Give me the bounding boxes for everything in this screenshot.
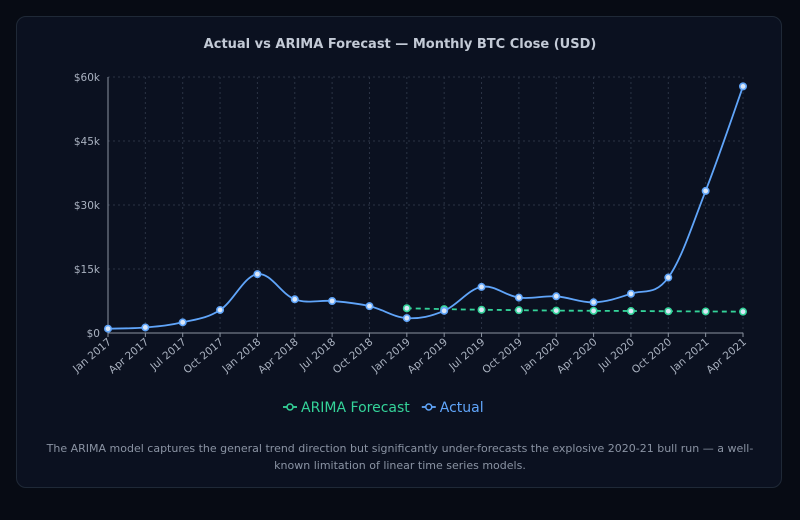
series-line-arima-forecast [406,307,744,313]
x-tick-label: Oct 2020 [630,336,675,376]
x-tick-label: Apr 2019 [405,336,450,376]
data-point-actual[interactable] [178,318,187,327]
y-tick-label: $0 [87,328,100,340]
x-tick-label: Apr 2020 [555,336,600,376]
grid [108,76,744,333]
data-point-actual[interactable] [477,282,486,291]
x-tick-label: Apr 2021 [704,336,749,376]
data-point-arima-forecast[interactable] [626,307,635,316]
chart-title: Actual vs ARIMA Forecast — Monthly BTC C… [204,37,597,52]
data-point-actual[interactable] [552,292,561,301]
legend-label: Actual [440,400,484,416]
y-tick-label: $15k [74,264,101,276]
data-point-actual[interactable] [626,289,635,298]
data-point-actual[interactable] [104,324,113,333]
data-point-arima-forecast[interactable] [738,307,747,316]
data-point-arima-forecast[interactable] [664,307,673,316]
data-point-actual[interactable] [290,295,299,304]
series [104,82,747,333]
x-tick-label: Oct 2018 [331,336,376,376]
x-tick-label: Apr 2018 [256,336,301,376]
data-point-actual[interactable] [440,306,449,315]
series-line-actual [107,86,744,330]
data-point-arima-forecast[interactable] [701,307,710,316]
x-tick-label: Oct 2017 [181,336,226,376]
data-point-actual[interactable] [664,273,673,282]
x-tick-label: Oct 2019 [480,336,525,376]
legend-swatch-marker [425,403,433,411]
legend-item-arima-forecast[interactable]: ARIMA Forecast [283,400,410,416]
data-point-actual[interactable] [328,296,337,305]
legend-item-actual[interactable]: Actual [421,400,484,416]
data-point-actual[interactable] [738,82,747,91]
data-point-actual[interactable] [701,186,710,195]
data-point-actual[interactable] [402,314,411,323]
legend-label: ARIMA Forecast [301,400,410,416]
x-tick-label: Apr 2017 [107,336,152,376]
data-point-arima-forecast[interactable] [477,305,486,314]
data-point-arima-forecast[interactable] [589,306,598,315]
legend-swatch-marker [286,403,294,411]
x-tick-label: Jan 2019 [369,336,413,376]
legend[interactable]: ARIMA Forecast Actual [283,400,484,416]
data-point-arima-forecast[interactable] [514,306,523,315]
x-tick-label: Jan 2020 [518,336,562,376]
data-point-actual[interactable] [216,305,225,314]
chart-caption: The ARIMA model captures the general tre… [46,442,754,472]
data-point-actual[interactable] [514,293,523,302]
data-point-arima-forecast[interactable] [552,306,561,315]
data-point-actual[interactable] [141,323,150,332]
y-tick-label: $30k [74,200,101,212]
chart-card [16,16,782,488]
y-tick-label: $60k [74,72,101,84]
y-tick-label: $45k [74,136,101,148]
x-tick-label: Jan 2021 [668,336,712,376]
data-point-actual[interactable] [365,302,374,311]
x-tick-label: Jan 2018 [219,336,263,376]
data-point-arima-forecast[interactable] [402,304,411,313]
data-point-actual[interactable] [589,298,598,307]
data-point-actual[interactable] [253,270,262,279]
x-tick-label: Jan 2017 [70,336,114,376]
